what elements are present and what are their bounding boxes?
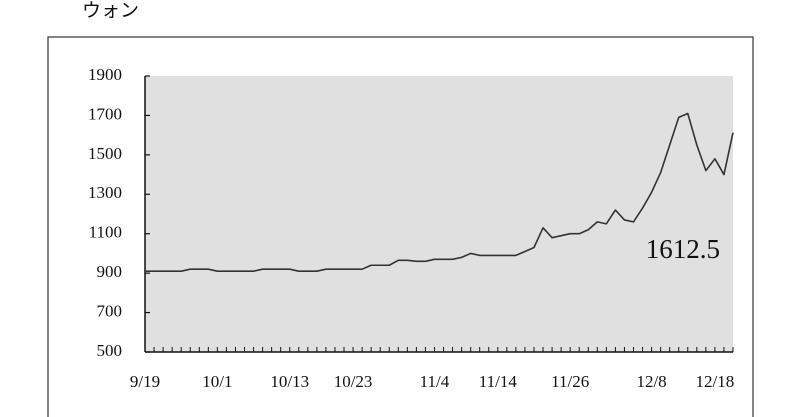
data-line xyxy=(145,112,734,272)
plot-area xyxy=(145,76,733,352)
y-tick-label: 1300 xyxy=(88,183,122,202)
annotation: 1612.5 xyxy=(646,234,720,264)
x-tick-label: 9/19 xyxy=(130,372,160,391)
y-tick-label: 1700 xyxy=(88,104,122,123)
x-tick-label: 10/1 xyxy=(202,372,232,391)
y-tick-label: 700 xyxy=(97,301,123,320)
y-tick-label: 900 xyxy=(97,262,123,281)
x-tick-label: 11/26 xyxy=(551,372,589,391)
x-tick-label: 10/23 xyxy=(334,372,373,391)
chart-title: ウォン xyxy=(82,0,139,21)
x-tick-label: 10/13 xyxy=(270,372,309,391)
x-tick-label: 11/4 xyxy=(420,372,450,391)
x-tick-label: 11/14 xyxy=(479,372,518,391)
y-tick-label: 1100 xyxy=(89,223,122,242)
y-tick-label: 500 xyxy=(97,341,123,360)
y-tick-label: 1900 xyxy=(88,65,122,84)
frame xyxy=(47,36,754,417)
y-tick-label: 1500 xyxy=(88,144,122,163)
x-tick-label: 12/18 xyxy=(696,372,735,391)
x-tick-label: 12/8 xyxy=(636,372,666,391)
